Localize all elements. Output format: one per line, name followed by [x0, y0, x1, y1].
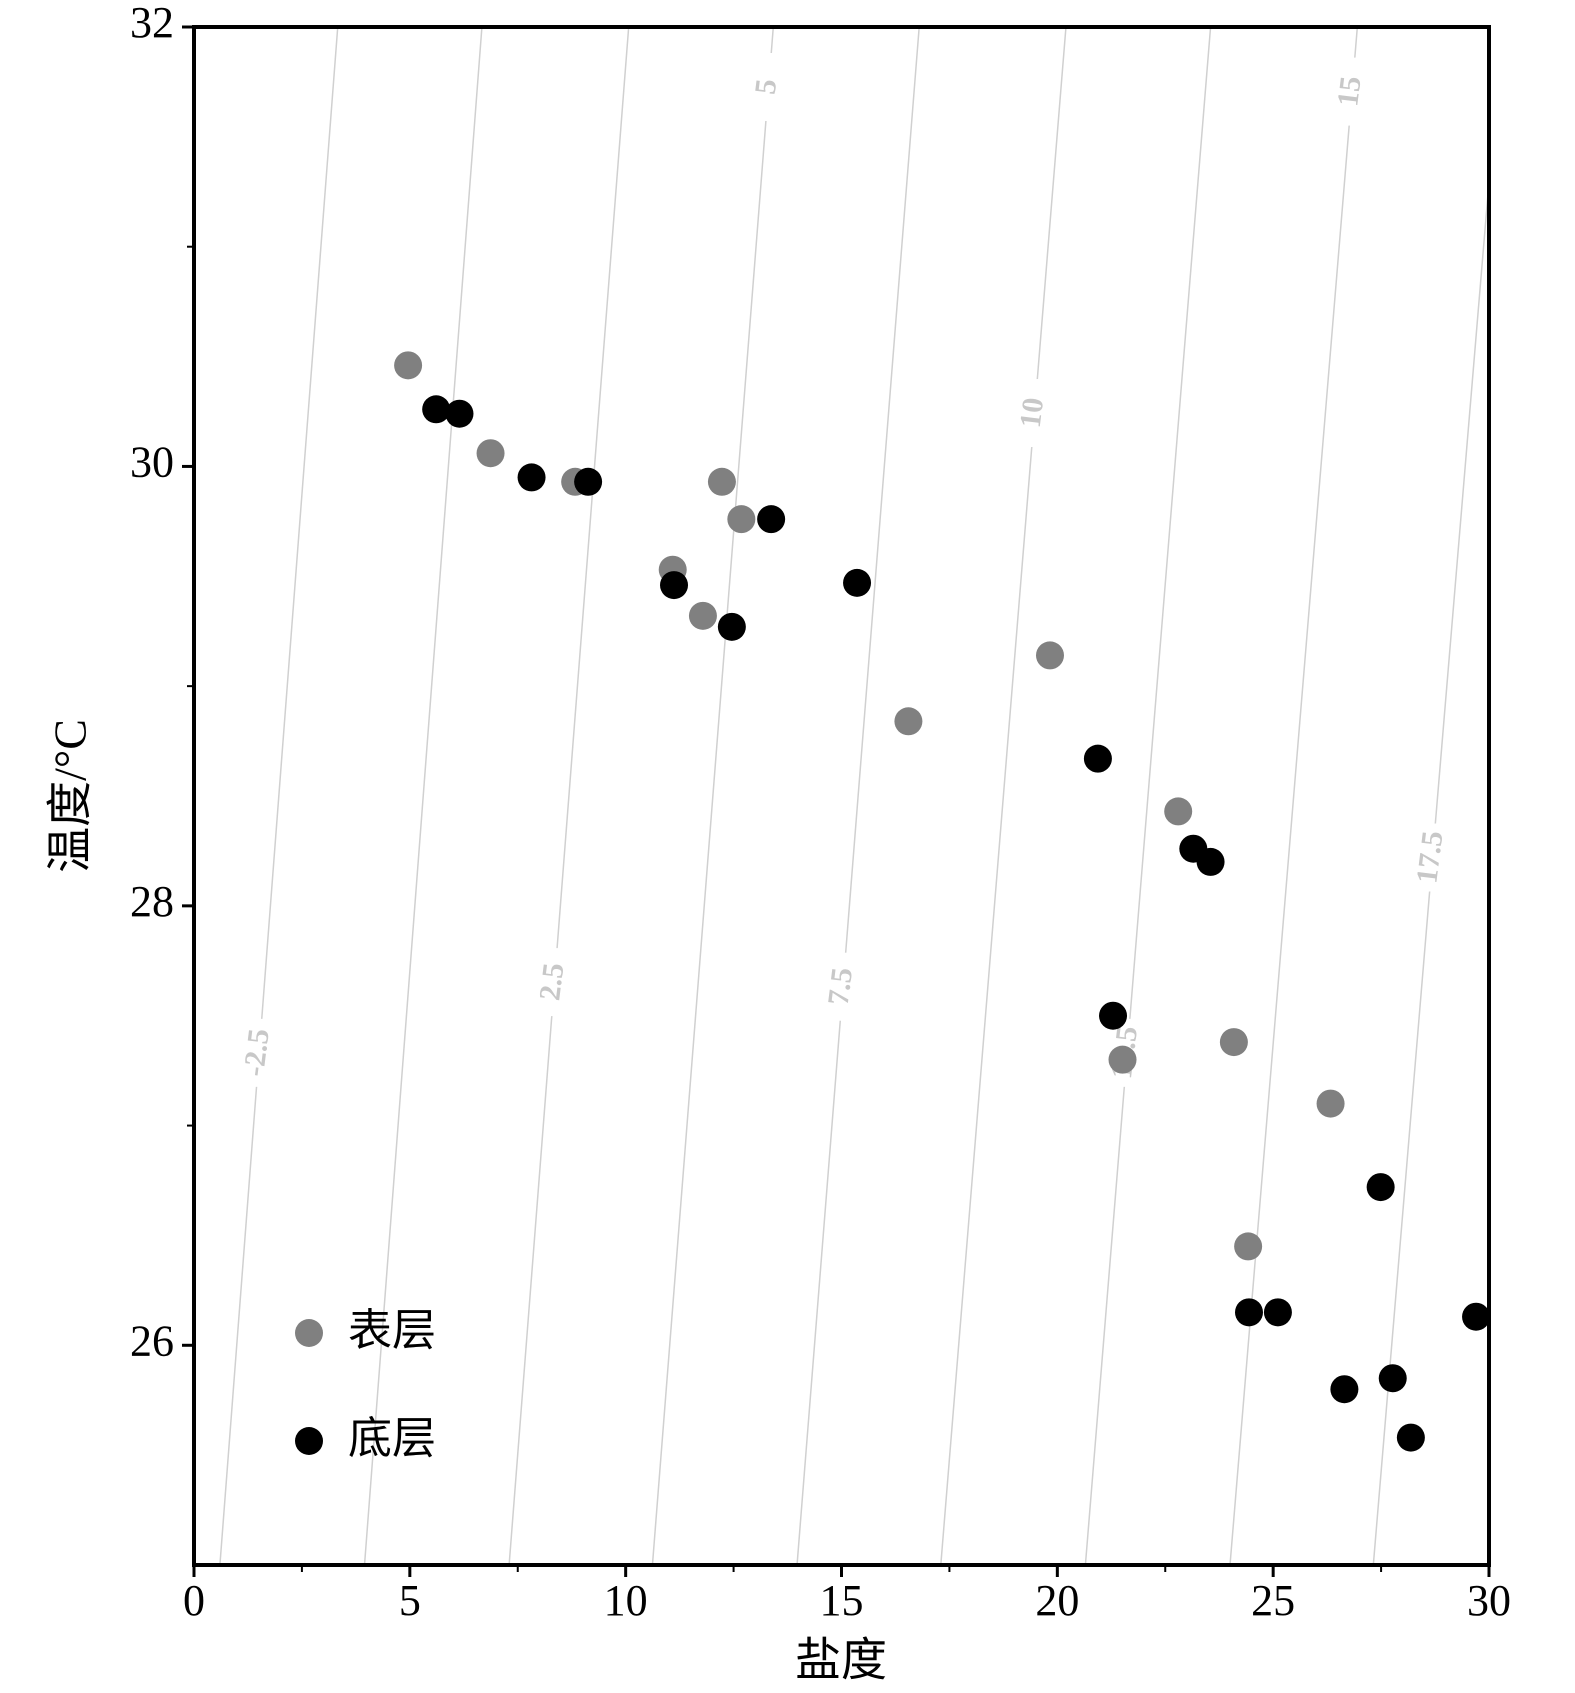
- x-tick-label: 30: [1467, 1576, 1511, 1625]
- isopycnal: [363, 27, 483, 1565]
- contour-label-bg: [746, 52, 791, 121]
- point: [660, 571, 689, 600]
- x-tick-label: 10: [604, 1576, 648, 1625]
- point: [1263, 1298, 1292, 1327]
- isopycnal: [940, 27, 1067, 1565]
- plot-frame: [192, 25, 1491, 1567]
- point: [1234, 1232, 1263, 1261]
- contour-label: 10: [1014, 396, 1050, 430]
- contour-label-bg: [1329, 57, 1374, 126]
- point: [1219, 1028, 1248, 1057]
- legend-label: 底层: [348, 1414, 436, 1463]
- y-tick-label: 26: [130, 1316, 174, 1365]
- legend-marker: [295, 1319, 323, 1347]
- point: [1035, 641, 1064, 670]
- point: [422, 395, 451, 424]
- y-axis-title: 温度/°C: [45, 719, 96, 873]
- contour-layer: -2.52.557.51012.51517.5: [219, 27, 1489, 1565]
- contour-label: -2.5: [237, 1027, 276, 1078]
- point: [574, 467, 603, 496]
- point: [517, 463, 546, 492]
- x-tick-label: 15: [820, 1576, 864, 1625]
- point: [1396, 1423, 1425, 1452]
- point: [843, 568, 872, 597]
- isopycnal: [1372, 172, 1489, 1565]
- point: [1234, 1298, 1263, 1327]
- point: [1316, 1089, 1345, 1118]
- x-tick-label: 25: [1251, 1576, 1295, 1625]
- x-tick-label: 0: [183, 1576, 205, 1625]
- y-tick-label: 28: [130, 877, 174, 926]
- isopycnal: [651, 27, 775, 1565]
- y-tick-label: 32: [130, 0, 174, 47]
- isopycnal: [1229, 27, 1359, 1565]
- contour-label-bg: [532, 948, 577, 1017]
- y-tick-label: 30: [130, 438, 174, 487]
- x-axis-title: 盐度: [795, 1635, 887, 1686]
- point: [476, 439, 505, 468]
- contour-label: 5: [749, 77, 784, 96]
- point: [1366, 1173, 1395, 1202]
- point: [894, 707, 923, 736]
- point: [688, 601, 717, 630]
- point: [1462, 1302, 1491, 1331]
- point: [1330, 1375, 1359, 1404]
- point: [727, 505, 756, 534]
- legend-label: 表层: [348, 1306, 436, 1355]
- isopycnal: [796, 27, 920, 1565]
- point: [445, 399, 474, 428]
- point: [1378, 1364, 1407, 1393]
- point: [707, 467, 736, 496]
- contour-label: 17.5: [1410, 829, 1449, 885]
- point: [717, 612, 746, 641]
- point: [1196, 847, 1225, 876]
- isopycnal: [508, 27, 630, 1565]
- contour-label: 2.5: [533, 961, 570, 1002]
- point: [394, 351, 423, 380]
- legend-marker: [295, 1427, 323, 1455]
- contour-label-bg: [820, 952, 865, 1021]
- point: [1164, 797, 1193, 826]
- point: [1083, 744, 1112, 773]
- point: [1108, 1045, 1137, 1074]
- contour-label: 15: [1331, 74, 1367, 108]
- isopycnal: [1084, 27, 1212, 1565]
- x-tick-label: 5: [399, 1576, 421, 1625]
- contour-label-bg: [1410, 823, 1455, 892]
- isopycnal: [219, 27, 339, 1565]
- point: [757, 505, 786, 534]
- contour-label-bg: [1012, 379, 1057, 448]
- x-tick-label: 20: [1035, 1576, 1079, 1625]
- contour-label-bg: [237, 1018, 282, 1087]
- contour-label: 7.5: [822, 966, 859, 1007]
- point: [1099, 1001, 1128, 1030]
